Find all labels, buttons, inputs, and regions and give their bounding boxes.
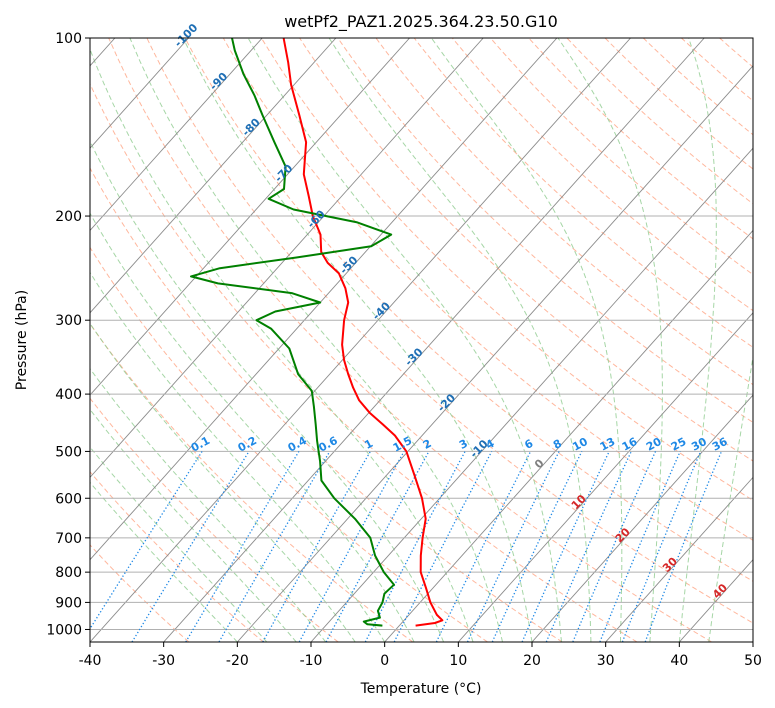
isotherm (310, 147, 753, 642)
y-tick-label: 1000 (46, 622, 82, 638)
moist-adiabat (90, 446, 268, 642)
moist-adiabat (90, 47, 474, 642)
dewpoint-line (190, 38, 395, 627)
isotherm (384, 229, 753, 642)
moist-adiabat (247, 38, 562, 642)
mixing-ratio-line (393, 451, 493, 642)
mixing-ratio-label: 25 (669, 435, 689, 454)
mixing-ratio-label: 20 (644, 435, 664, 454)
isotherm (531, 394, 753, 642)
moist-adiabat (90, 140, 445, 642)
isotherm (605, 476, 753, 642)
x-tick-label: 40 (670, 653, 688, 669)
mixing-ratio-line (621, 451, 702, 642)
y-tick-label: 600 (55, 491, 82, 507)
y-tick-label: 900 (55, 595, 82, 611)
x-tick-label: 0 (380, 653, 389, 669)
dry-adiabat (260, 38, 753, 501)
moist-adiabat (678, 38, 717, 642)
mixing-ratio-line (262, 451, 371, 642)
dry-adiabat (146, 38, 753, 624)
y-tick-label: 100 (55, 31, 82, 47)
moist-adiabat (129, 38, 503, 642)
x-tick-label: -20 (226, 653, 249, 669)
moist-adiabat (328, 38, 592, 642)
mixing-ratio-line (572, 451, 657, 642)
mixing-ratio-label: 13 (598, 435, 618, 454)
y-tick-label: 800 (55, 565, 82, 581)
dry-adiabat (108, 38, 712, 642)
dry-adiabat (566, 38, 753, 205)
isotherm (457, 312, 753, 642)
chart-title: wetPf2_PAZ1.2025.364.23.50.G10 (284, 12, 558, 32)
moist-adiabat (430, 38, 623, 642)
dry-adiabat (375, 38, 753, 386)
x-axis-title: Temperature (°C) (360, 681, 482, 697)
moist-adiabat (90, 481, 238, 642)
mixing-ratio-line (521, 451, 610, 642)
x-tick-label: 30 (597, 653, 615, 669)
dry-adiabat (299, 38, 753, 462)
moist-adiabat (182, 38, 533, 642)
moist-adiabat (90, 271, 386, 642)
isotherm (90, 38, 558, 561)
isotherm (163, 38, 705, 642)
mixing-ratio-line (325, 451, 430, 642)
dry-adiabat (90, 82, 638, 642)
mixing-ratio-line (90, 451, 203, 630)
dry-adiabat (451, 38, 753, 312)
mixing-ratio-line (545, 451, 632, 642)
y-tick-label: 200 (55, 209, 82, 225)
mixing-ratio-line (599, 451, 681, 642)
axes: -40 -30 -20 -10 0 10 20 30 40 50 100 200 300 400 500 60… (46, 31, 762, 669)
mixing-ratio-line (131, 451, 250, 642)
x-tick-label: 20 (523, 653, 541, 669)
temperature-line (282, 38, 444, 627)
y-tick-label: 500 (55, 444, 82, 460)
moist-adiabat (90, 322, 356, 642)
dry-adiabat (337, 38, 753, 423)
dry-adiabat (413, 38, 753, 348)
background-lines (90, 38, 753, 642)
dry-adiabat (490, 38, 753, 276)
isotherm (236, 65, 753, 642)
mixing-ratio-label: 16 (620, 435, 640, 454)
isotherm (90, 38, 410, 396)
mixing-ratio-line (298, 451, 405, 642)
y-tick-label: 400 (55, 387, 82, 403)
x-tick-label: 50 (744, 653, 762, 669)
y-tick-label: 300 (55, 313, 82, 329)
dry-adiabat (222, 38, 753, 541)
mixing-ratio-label: 10 (570, 435, 590, 454)
dry-adiabat (90, 397, 339, 642)
moist-adiabat (90, 212, 415, 642)
y-axis-title: Pressure (hPa) (14, 290, 30, 390)
dry-adiabat (90, 246, 488, 642)
y-tick-label: 700 (55, 531, 82, 547)
x-tick-label: 10 (449, 653, 467, 669)
mixing-ratio-line (644, 451, 723, 642)
profile-lines (190, 38, 444, 627)
isotherm (90, 38, 337, 314)
mixing-ratio-line (364, 451, 466, 642)
x-tick-label: -10 (300, 653, 323, 669)
mixing-ratio-label: 30 (689, 435, 709, 454)
isotherm (90, 38, 484, 479)
mixing-ratio-line (491, 451, 583, 642)
isotherm (90, 38, 631, 642)
x-tick-label: -40 (79, 653, 102, 669)
moist-adiabat (708, 354, 753, 642)
mixing-ratio-label: 36 (710, 435, 730, 454)
plot-frame (89, 37, 754, 643)
isotherm (90, 38, 189, 149)
dry-adiabat (90, 167, 563, 642)
moist-adiabat (557, 38, 663, 642)
isotherm (90, 38, 263, 232)
x-tick-label: -30 (152, 653, 175, 669)
